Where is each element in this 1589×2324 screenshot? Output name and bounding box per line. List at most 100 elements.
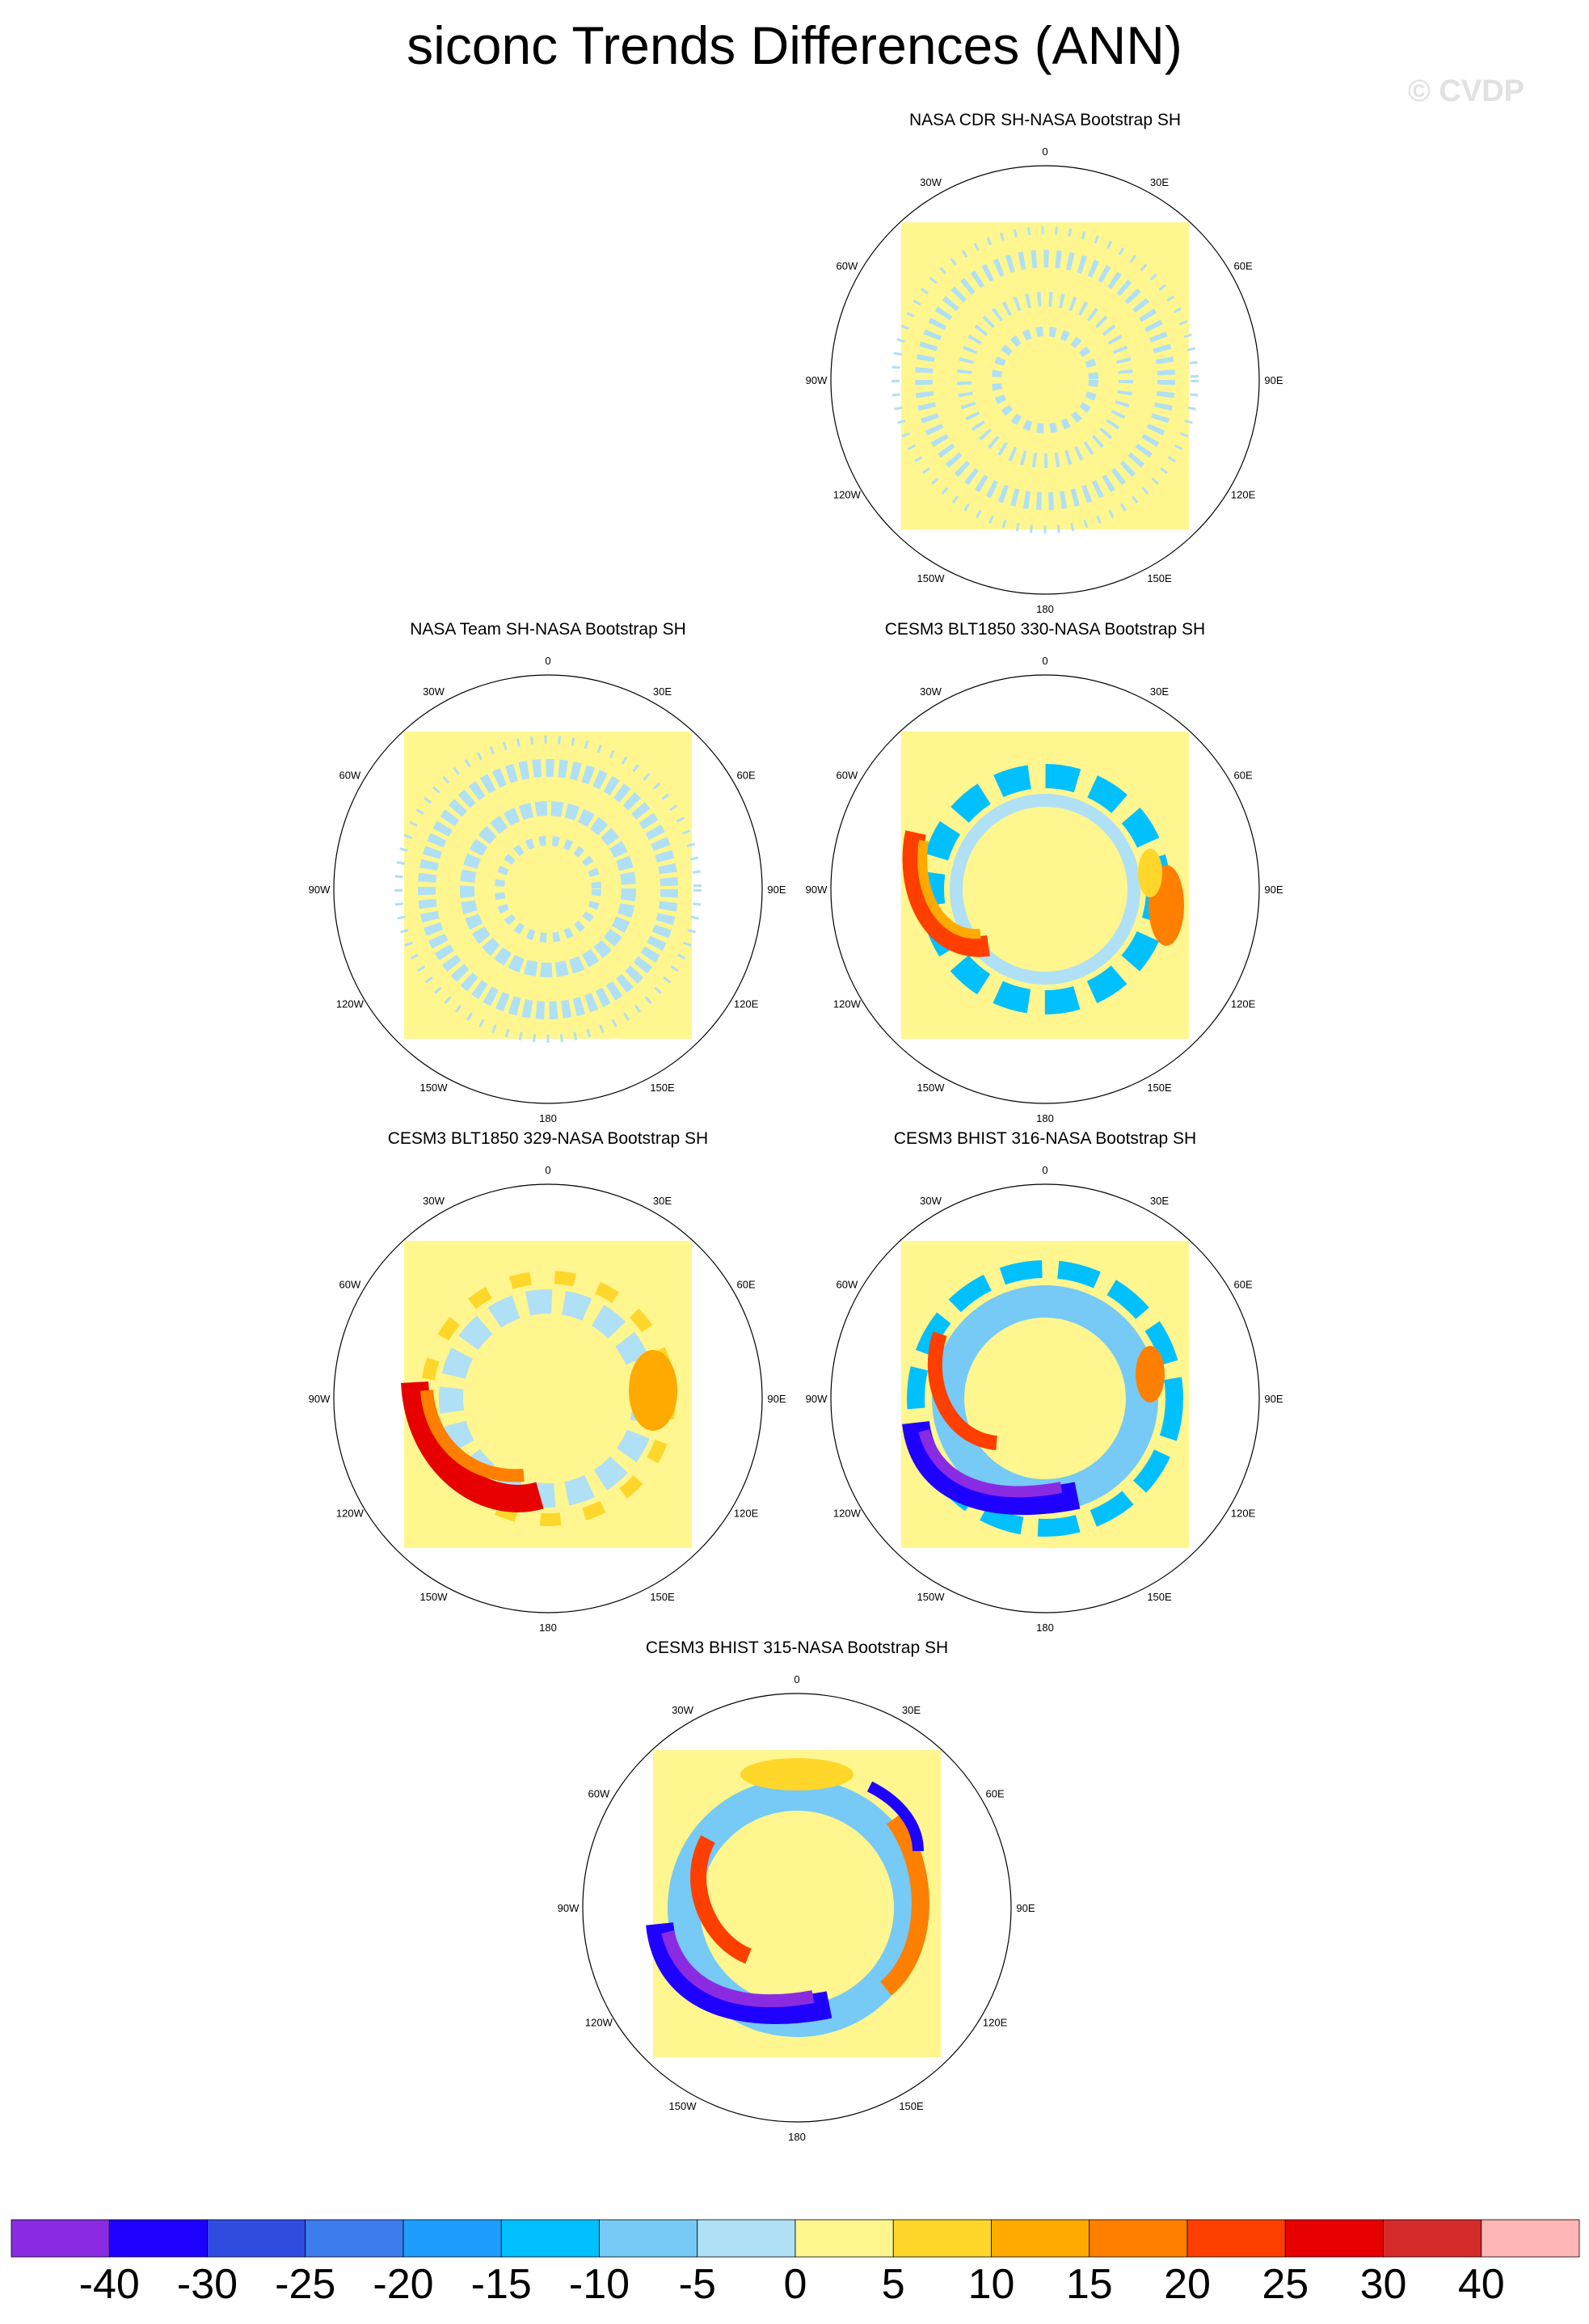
longitude-label: 180 [1036, 1622, 1054, 1634]
longitude-label: 60W [837, 770, 858, 782]
colorbar-box [108, 2219, 208, 2258]
longitude-label: 120W [336, 998, 365, 1010]
longitude-label: 150W [420, 1082, 449, 1094]
longitude-label: 60E [1234, 770, 1253, 782]
longitude-label: 120W [585, 2017, 613, 2029]
colorbar-tick-label: 5 [881, 2261, 905, 2308]
longitude-label: 150W [420, 1591, 449, 1603]
colorbar-tick-label: 40 [1457, 2261, 1505, 2308]
colorbar-tick-label: -10 [568, 2261, 630, 2308]
longitude-label: 150E [899, 2100, 924, 2112]
new-zealand-landmass [584, 1562, 603, 1589]
longitude-label: 120E [734, 1508, 759, 1520]
longitude-label: 90W [806, 884, 828, 896]
longitude-label: 90E [1264, 1393, 1283, 1405]
colorbar-tick-label: 20 [1164, 2261, 1211, 2308]
longitude-label: 120W [833, 998, 862, 1010]
longitude-label: 120E [1231, 998, 1256, 1010]
south-america-landmass [835, 1285, 906, 1328]
colorbar-box [892, 2219, 992, 2258]
sea-ice-field [646, 1750, 941, 2057]
longitude-label: 150E [650, 1082, 675, 1094]
longitude-label: 30E [1150, 176, 1169, 188]
sea-ice-field [394, 732, 702, 1043]
longitude-label: 150W [917, 1591, 946, 1603]
longitude-label: 120W [833, 1508, 862, 1520]
colorbar-box [1186, 2219, 1286, 2258]
longitude-label: 60W [339, 1279, 361, 1291]
colorbar-tick-label: 15 [1065, 2261, 1113, 2308]
colorbar-tick-label: -20 [373, 2261, 434, 2308]
panel-title: CESM3 BLT1850 330-NASA Bootstrap SH [885, 620, 1205, 639]
south-america-landmass [338, 1285, 409, 1328]
longitude-label: 0 [1042, 1164, 1047, 1176]
longitude-label: 90E [1016, 1902, 1035, 1914]
longitude-label: 90W [558, 1902, 580, 1914]
longitude-label: 120E [983, 2017, 1008, 2029]
new-zealand-landmass [1081, 1562, 1100, 1589]
colorbar-box [11, 2219, 110, 2258]
sea-ice-field [901, 732, 1189, 1039]
longitude-label: 180 [1036, 1112, 1054, 1124]
longitude-label: 30E [902, 1704, 921, 1716]
colorbar-tick-label: 10 [967, 2261, 1015, 2308]
longitude-label: 0 [545, 655, 550, 667]
longitude-label: 90W [309, 884, 331, 896]
longitude-label: 120W [336, 1508, 365, 1520]
longitude-label: 60W [837, 260, 858, 272]
longitude-label: 0 [545, 1164, 550, 1176]
colorbar-tick-label: 0 [783, 2261, 807, 2308]
longitude-label: 30E [653, 1195, 672, 1207]
longitude-label: 30W [423, 685, 445, 698]
new-zealand-landmass [832, 2071, 852, 2098]
south-america-landmass [835, 267, 906, 310]
longitude-label: 60W [339, 770, 361, 782]
longitude-label: 150E [1147, 1082, 1172, 1094]
panel-title: NASA Team SH-NASA Bootstrap SH [410, 620, 686, 639]
longitude-label: 60E [1234, 260, 1253, 272]
map-panel: CESM3 BLT1850 330-NASA Bootstrap SH 0 30E 6… [806, 620, 1283, 1124]
colorbar-box [697, 2219, 796, 2258]
colorbar-box [1089, 2219, 1188, 2258]
colorbar-tick-label: 30 [1359, 2261, 1407, 2308]
sea-ice-field [401, 1241, 692, 1548]
longitude-label: 180 [1036, 603, 1054, 615]
longitude-label: 0 [1042, 146, 1047, 158]
longitude-label: 60E [737, 770, 756, 782]
colorbar-box [1284, 2219, 1384, 2258]
panel-title: CESM3 BLT1850 329-NASA Bootstrap SH [388, 1129, 708, 1148]
longitude-label: 120E [1231, 1508, 1256, 1520]
longitude-label: 90W [806, 374, 828, 386]
longitude-label: 0 [794, 1673, 799, 1685]
colorbar-tick-label: 25 [1262, 2261, 1309, 2308]
cvdp-watermark: © CVDP [1407, 74, 1524, 108]
longitude-label: 30W [672, 1704, 693, 1716]
sea-ice-field [901, 1241, 1189, 1548]
south-america-landmass [835, 776, 906, 819]
longitude-label: 150W [917, 572, 946, 584]
colorbar-box [991, 2219, 1090, 2258]
map-boundary [830, 1183, 1260, 1613]
longitude-label: 0 [1042, 655, 1047, 667]
figure-title: siconc Trends Differences (ANN) [407, 15, 1182, 75]
panel-title: CESM3 BHIST 315-NASA Bootstrap SH [646, 1639, 948, 1657]
longitude-label: 90E [767, 1393, 786, 1405]
longitude-label: 60E [986, 1788, 1005, 1800]
map-boundary [830, 165, 1260, 595]
colorbar-tick-label: -30 [176, 2261, 238, 2308]
longitude-label: 30E [1150, 685, 1169, 698]
new-zealand-landmass [1081, 1052, 1100, 1080]
map-panel: NASA Team SH-NASA Bootstrap SH 0 30E 60E 90E… [309, 620, 786, 1124]
map-boundary [333, 674, 763, 1104]
longitude-label: 180 [788, 2131, 806, 2143]
longitude-label: 120E [734, 998, 759, 1010]
longitude-label: 30W [920, 685, 942, 698]
longitude-label: 150W [917, 1082, 946, 1094]
panel-title: CESM3 BHIST 316-NASA Bootstrap SH [894, 1129, 1196, 1148]
longitude-label: 90E [1264, 884, 1283, 896]
longitude-label: 60W [588, 1788, 610, 1800]
colorbar-tick-label: -25 [275, 2261, 336, 2308]
longitude-label: 180 [539, 1112, 557, 1124]
map-panel: CESM3 BHIST 315-NASA Bootstrap SH 0 30E 60E… [558, 1639, 1035, 2143]
